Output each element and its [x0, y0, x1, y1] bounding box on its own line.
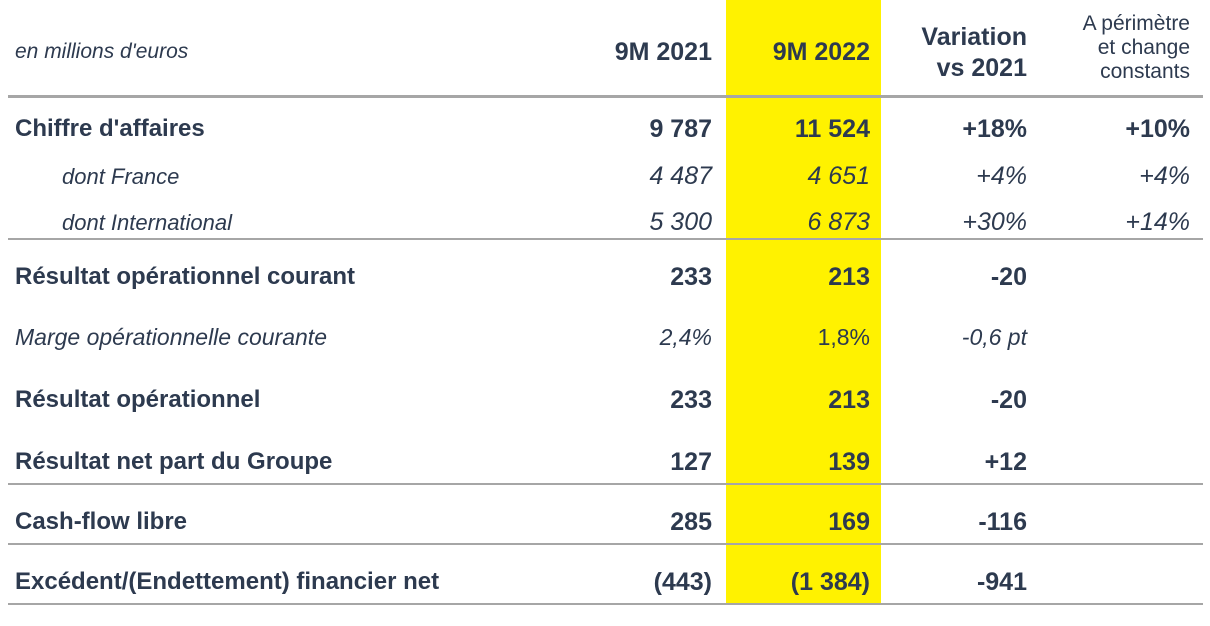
row-label-marge-operationnelle-courante: Marge opérationnelle courante: [15, 324, 327, 350]
cell-2022-excedent-endettement: (1 384): [790, 568, 870, 596]
row-label-resultat-operationnel: Résultat opérationnel: [15, 386, 261, 413]
cell-2022-resultat-operationnel-courant: 213: [828, 263, 870, 291]
cell-2021-resultat-operationnel-courant: 233: [670, 263, 712, 291]
cell-2022-resultat-operationnel: 213: [828, 386, 870, 414]
col-header-constant-line1: A périmètre: [1082, 12, 1190, 35]
col-header-constant-line2: et change: [1097, 36, 1190, 59]
cell-variation-chiffre-affaires: +18%: [962, 115, 1027, 143]
cell-variation-resultat-net-groupe: +12: [984, 448, 1027, 476]
section-rule-3: [8, 543, 1203, 545]
cell-2021-dont-international: 5 300: [649, 208, 712, 236]
col-header-constant-line3: constants: [1100, 60, 1190, 83]
cell-constant-dont-france: +4%: [1139, 162, 1190, 190]
cell-2022-dont-international: 6 873: [807, 208, 870, 236]
section-rule-1: [8, 238, 1203, 240]
row-label-cash-flow-libre: Cash-flow libre: [15, 508, 188, 535]
row-label-excedent-endettement: Excédent/(Endettement) financier net: [15, 568, 440, 595]
col-header-variation-line2: vs 2021: [936, 54, 1027, 82]
cell-2021-cash-flow-libre: 285: [670, 508, 712, 536]
cell-variation-marge-operationnelle-courante: -0,6 pt: [961, 324, 1027, 350]
cell-variation-excedent-endettement: -941: [976, 568, 1027, 596]
col-header-variation-line1: Variation: [921, 23, 1027, 51]
cell-2022-dont-france: 4 651: [807, 162, 870, 190]
row-label-dont-france: dont France: [62, 164, 180, 189]
cell-variation-dont-international: +30%: [962, 208, 1027, 236]
section-rule-2: [8, 483, 1203, 485]
cell-2022-marge-operationnelle-courante: 1,8%: [817, 324, 870, 350]
cell-2021-dont-france: 4 487: [649, 162, 712, 190]
cell-2022-cash-flow-libre: 169: [828, 508, 870, 536]
cell-variation-dont-france: +4%: [976, 162, 1027, 190]
cell-2022-chiffre-affaires: 11 524: [794, 115, 870, 143]
col-header-constant: A périmètre et change constants: [1083, 12, 1190, 84]
cell-2022-resultat-net-groupe: 139: [828, 448, 870, 476]
row-label-chiffre-affaires: Chiffre d'affaires: [15, 115, 205, 142]
cell-variation-resultat-operationnel: -20: [990, 386, 1027, 414]
cell-variation-resultat-operationnel-courant: -20: [990, 263, 1027, 291]
cell-2021-marge-operationnelle-courante: 2,4%: [659, 324, 712, 350]
col-header-variation: Variation vs 2021: [921, 22, 1027, 84]
row-label-resultat-operationnel-courant: Résultat opérationnel courant: [15, 263, 356, 290]
row-label-dont-international: dont International: [62, 210, 233, 235]
unit-label: en millions d'euros: [15, 40, 189, 63]
bottom-rule: [8, 603, 1203, 605]
cell-2021-excedent-endettement: (443): [653, 568, 712, 596]
cell-2021-resultat-operationnel: 233: [670, 386, 712, 414]
header-rule: [8, 95, 1203, 98]
highlight-column-9m-2022: [726, 0, 881, 604]
cell-constant-chiffre-affaires: +10%: [1125, 115, 1190, 143]
cell-2021-chiffre-affaires: 9 787: [649, 115, 712, 143]
cell-2021-resultat-net-groupe: 127: [670, 448, 712, 476]
col-header-9m-2022: 9M 2022: [772, 38, 870, 66]
col-header-9m-2021: 9M 2021: [614, 38, 712, 66]
cell-variation-cash-flow-libre: -116: [978, 508, 1027, 536]
row-label-resultat-net-groupe: Résultat net part du Groupe: [15, 448, 333, 475]
cell-constant-dont-international: +14%: [1125, 208, 1190, 236]
